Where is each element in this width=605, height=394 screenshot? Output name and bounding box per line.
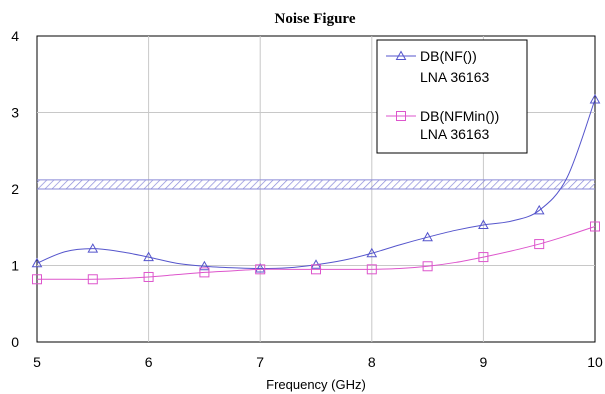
y-tick-label: 4 bbox=[11, 28, 19, 44]
y-tick-label: 0 bbox=[11, 334, 19, 350]
data-point-nfmin bbox=[422, 261, 433, 272]
tick-labels: 5 6 7 8 9 10 0 1 2 3 4 bbox=[11, 28, 603, 370]
data-point-nf bbox=[199, 260, 210, 271]
data-point-nfmin bbox=[87, 274, 98, 285]
legend-series-1-name: DB(NF()) bbox=[420, 48, 477, 64]
data-point-nf bbox=[589, 93, 601, 104]
series-line-nfmin bbox=[37, 226, 596, 280]
data-point-nfmin bbox=[199, 267, 210, 278]
data-point-nf bbox=[478, 219, 489, 229]
data-point-nf bbox=[422, 231, 433, 242]
y-tick-label: 1 bbox=[11, 258, 19, 274]
data-point-nf bbox=[143, 251, 154, 262]
x-tick-label: 9 bbox=[480, 354, 488, 370]
x-tick-label: 6 bbox=[145, 354, 153, 370]
data-point-nfmin bbox=[255, 264, 266, 275]
legend-series-2-subtitle: LNA 36163 bbox=[420, 126, 489, 142]
x-axis-label: Frequency (GHz) bbox=[266, 377, 366, 392]
legend-box bbox=[376, 39, 528, 154]
data-point-nf bbox=[366, 247, 378, 258]
data-point-nf bbox=[254, 263, 266, 273]
x-tick-label: 7 bbox=[256, 354, 264, 370]
data-point-nf bbox=[31, 257, 43, 268]
data-point-nfmin bbox=[143, 271, 154, 282]
data-point-nfmin bbox=[366, 264, 377, 275]
legend-series-2-name: DB(NFMin()) bbox=[420, 108, 499, 124]
legend: DB(NF()) LNA 36163 DB(NFMin()) LNA 36163 bbox=[376, 39, 528, 154]
data-point-nf bbox=[310, 259, 322, 269]
band-fill bbox=[37, 179, 595, 189]
data-point-nfmin bbox=[32, 274, 42, 285]
legend-square-icon bbox=[396, 111, 406, 121]
y-tick-label: 2 bbox=[11, 181, 19, 197]
legend-triangle-icon bbox=[395, 50, 407, 60]
x-tick-label: 8 bbox=[368, 354, 376, 370]
data-point-nfmin bbox=[478, 252, 489, 263]
data-point-nf bbox=[87, 243, 99, 253]
series-group bbox=[31, 93, 601, 285]
x-tick-label: 5 bbox=[33, 354, 41, 370]
data-point-nf bbox=[533, 204, 545, 215]
data-point-nfmin bbox=[534, 239, 545, 250]
y-tick-label: 3 bbox=[11, 105, 19, 121]
legend-series-1-subtitle: LNA 36163 bbox=[420, 69, 489, 85]
data-point-nfmin bbox=[590, 221, 600, 232]
data-point-nfmin bbox=[311, 264, 321, 275]
chart-title: Noise Figure bbox=[275, 11, 356, 27]
x-tick-label: 10 bbox=[587, 354, 603, 370]
reference-band bbox=[37, 179, 595, 190]
